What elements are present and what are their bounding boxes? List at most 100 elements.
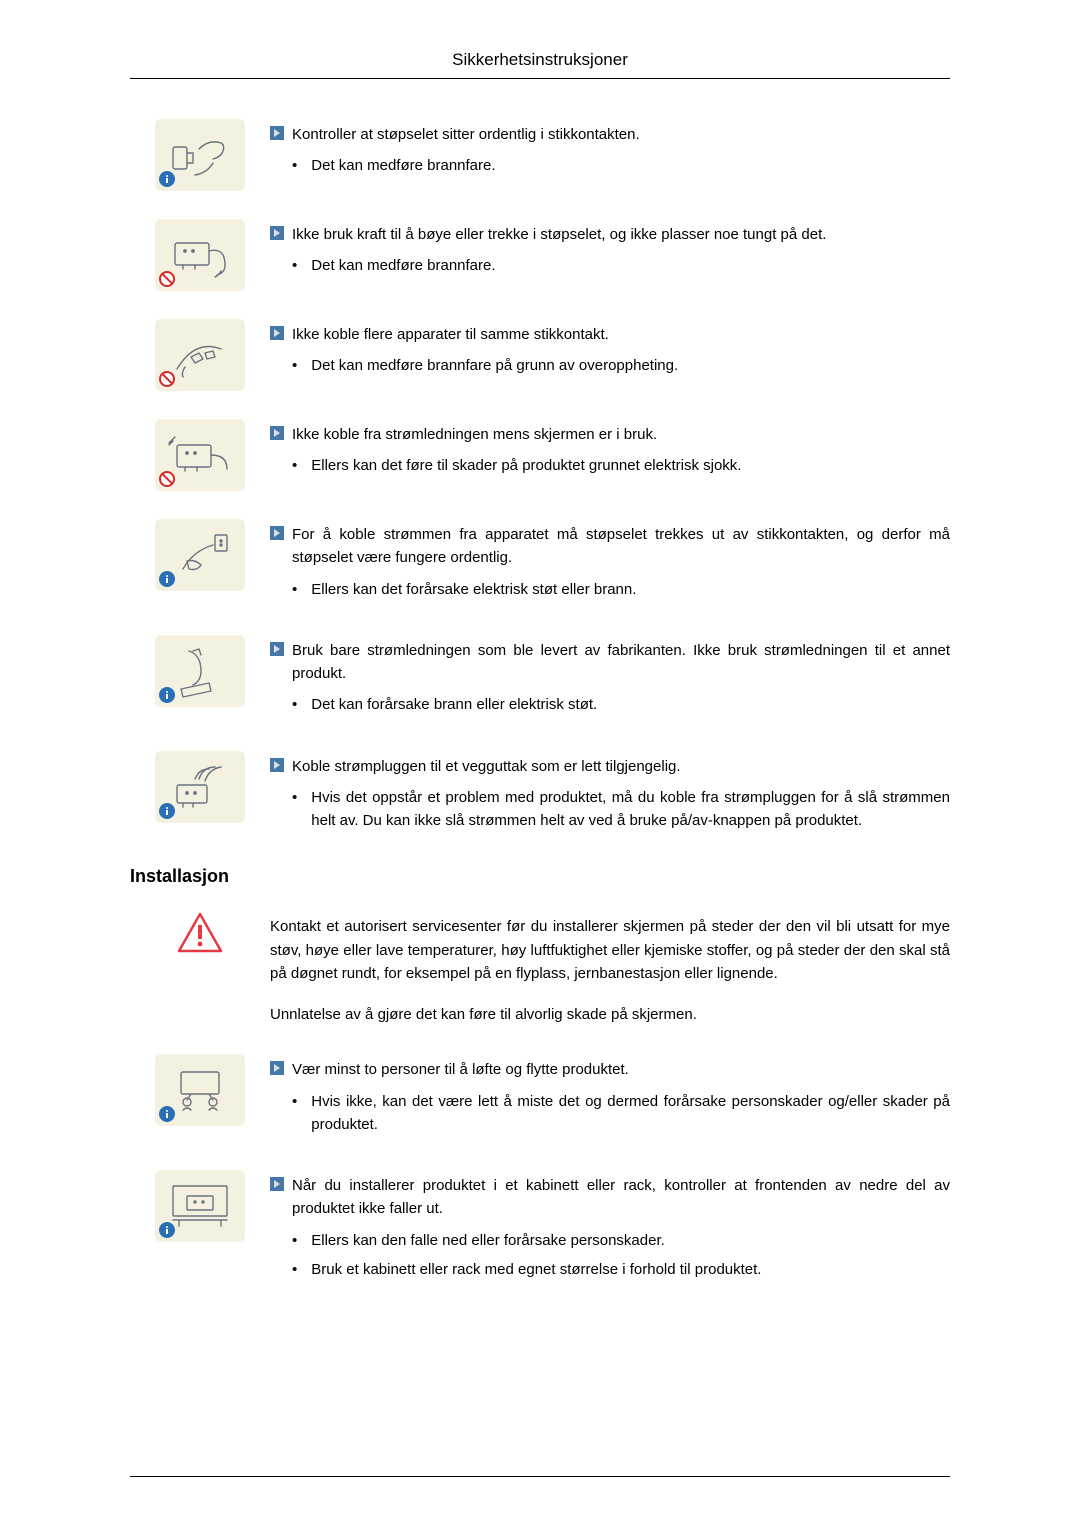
installation-list: Kontakt et autorisert servicesenter før … — [130, 911, 950, 1287]
lead-line: Kontroller at støpselet sitter ordentlig… — [270, 123, 950, 146]
play-bullet-icon — [270, 642, 284, 656]
instruction-icon-cell — [130, 751, 270, 823]
bullet-dot-icon: • — [292, 1229, 297, 1252]
instruction-row: Vær minst to personer til å løfte og fly… — [130, 1054, 950, 1142]
sub-text: Bruk et kabinett eller rack med egnet st… — [311, 1258, 761, 1281]
play-bullet-icon — [270, 758, 284, 772]
lead-line: Ikke koble flere apparater til samme sti… — [270, 323, 950, 346]
sub-bullet: • Det kan medføre brannfare på grunn av o… — [292, 354, 950, 377]
installation-title: Installasjon — [130, 866, 950, 887]
bullet-dot-icon: • — [292, 154, 297, 177]
lead-line: Ikke bruk kraft til å bøye eller trekke … — [270, 223, 950, 246]
bullet-dot-icon: • — [292, 454, 297, 477]
warning-triangle-icon — [176, 911, 224, 955]
lead-text: Ikke bruk kraft til å bøye eller trekke … — [292, 223, 826, 246]
bullet-dot-icon: • — [292, 1090, 297, 1113]
lead-text: For å koble strømmen fra apparatet må st… — [292, 523, 950, 570]
lead-text: Bruk bare strømledningen som ble levert … — [292, 639, 950, 686]
instruction-text: Ikke bruk kraft til å bøye eller trekke … — [270, 219, 950, 284]
sub-bullet: • Ellers kan det føre til skader på produ… — [292, 454, 950, 477]
sub-bullet: •Ellers kan det forårsake elektrisk støt… — [292, 578, 950, 601]
instruction-row: Kontroller at støpselet sitter ordentlig… — [130, 119, 950, 191]
instruction-row: Bruk bare strømledningen som ble levert … — [130, 635, 950, 723]
instruction-row: Ikke koble fra strømledningen mens skjer… — [130, 419, 950, 491]
info-badge-icon — [159, 803, 175, 819]
instruction-text: For å koble strømmen fra apparatet må st… — [270, 519, 950, 607]
instruction-icon-cell — [130, 1054, 270, 1126]
sub-text: Ellers kan det føre til skader på produk… — [311, 454, 741, 477]
instruction-text: Kontroller at støpselet sitter ordentlig… — [270, 119, 950, 184]
sub-text: Hvis ikke, kan det være lett å miste det… — [311, 1090, 950, 1137]
sub-bullet: • Det kan forårsake brann eller elektrisk… — [292, 693, 950, 716]
info-badge-icon — [159, 1106, 175, 1122]
lead-text: Ikke koble flere apparater til samme sti… — [292, 323, 609, 346]
sub-text: Det kan medføre brannfare. — [311, 154, 495, 177]
prohibit-badge-icon — [159, 271, 175, 287]
bullet-dot-icon: • — [292, 1258, 297, 1281]
instruction-text: Bruk bare strømledningen som ble levert … — [270, 635, 950, 723]
warning-paragraph: Unnlatelse av å gjøre det kan føre til a… — [270, 1003, 950, 1026]
lead-line: Vær minst to personer til å løfte og fly… — [270, 1058, 950, 1081]
bullet-dot-icon: • — [292, 354, 297, 377]
lead-line: Når du installerer produktet i et kabine… — [270, 1174, 950, 1221]
bullet-dot-icon: • — [292, 786, 297, 809]
warning-row: Kontakt et autorisert servicesenter før … — [130, 911, 950, 1026]
sub-text: Det kan forårsake brann eller elektrisk … — [311, 693, 597, 716]
sub-text: Det kan medføre brannfare. — [311, 254, 495, 277]
bullet-dot-icon: • — [292, 578, 297, 601]
instruction-icon-cell — [130, 119, 270, 191]
play-bullet-icon — [270, 1061, 284, 1075]
instructions-list: Kontroller at støpselet sitter ordentlig… — [130, 119, 950, 838]
multi-plug-icon — [155, 319, 245, 391]
sub-bullet: • Hvis det oppstår et problem med produkt… — [292, 786, 950, 833]
sub-bullet: • Hvis ikke, kan det være lett å miste de… — [292, 1090, 950, 1137]
lead-text: Koble strømpluggen til et vegguttak som … — [292, 755, 681, 778]
instruction-icon-cell — [130, 219, 270, 291]
warning-icon-cell — [130, 911, 270, 955]
sub-text: Det kan medføre brannfare på grunn av ov… — [311, 354, 678, 377]
two-people-icon — [155, 1054, 245, 1126]
play-bullet-icon — [270, 226, 284, 240]
instruction-row: Koble strømpluggen til et vegguttak som … — [130, 751, 950, 839]
lead-line: Bruk bare strømledningen som ble levert … — [270, 639, 950, 686]
play-bullet-icon — [270, 526, 284, 540]
instruction-text: Koble strømpluggen til et vegguttak som … — [270, 751, 950, 839]
instruction-icon-cell — [130, 635, 270, 707]
info-badge-icon — [159, 1222, 175, 1238]
prohibit-badge-icon — [159, 471, 175, 487]
page-title: Sikkerhetsinstruksjoner — [452, 50, 628, 69]
bullet-dot-icon: • — [292, 693, 297, 716]
instruction-text: Når du installerer produktet i et kabine… — [270, 1170, 950, 1287]
info-badge-icon — [159, 571, 175, 587]
warning-paragraph: Kontakt et autorisert servicesenter før … — [270, 915, 950, 985]
oem-cable-icon — [155, 635, 245, 707]
instruction-icon-cell — [130, 419, 270, 491]
sub-text: Hvis det oppstår et problem med produkte… — [311, 786, 950, 833]
lead-text: Vær minst to personer til å løfte og fly… — [292, 1058, 629, 1081]
lead-text: Kontroller at støpselet sitter ordentlig… — [292, 123, 640, 146]
sub-bullet: •Det kan medføre brannfare. — [292, 254, 950, 277]
lead-text: Når du installerer produktet i et kabine… — [292, 1174, 950, 1221]
lead-line: Ikke koble fra strømledningen mens skjer… — [270, 423, 950, 446]
wall-outlet-icon — [155, 751, 245, 823]
info-badge-icon — [159, 687, 175, 703]
cabinet-icon — [155, 1170, 245, 1242]
play-bullet-icon — [270, 126, 284, 140]
instruction-row: For å koble strømmen fra apparatet må st… — [130, 519, 950, 607]
instruction-text: Ikke koble flere apparater til samme sti… — [270, 319, 950, 384]
instruction-row: Ikke koble flere apparater til samme sti… — [130, 319, 950, 391]
warning-text: Kontakt et autorisert servicesenter før … — [270, 911, 950, 1026]
page-header: Sikkerhetsinstruksjoner — [130, 50, 950, 79]
instruction-row: Når du installerer produktet i et kabine… — [130, 1170, 950, 1287]
sub-bullet: • Det kan medføre brannfare. — [292, 154, 950, 177]
sub-bullet: • Ellers kan den falle ned eller forårsak… — [292, 1229, 950, 1252]
disconnect-on-icon — [155, 419, 245, 491]
sub-text: Ellers kan den falle ned eller forårsake… — [311, 1229, 665, 1252]
play-bullet-icon — [270, 326, 284, 340]
page-footer — [130, 1476, 950, 1477]
instruction-icon-cell — [130, 319, 270, 391]
instruction-icon-cell — [130, 519, 270, 591]
instruction-text: Ikke koble fra strømledningen mens skjer… — [270, 419, 950, 484]
info-badge-icon — [159, 171, 175, 187]
play-bullet-icon — [270, 1177, 284, 1191]
